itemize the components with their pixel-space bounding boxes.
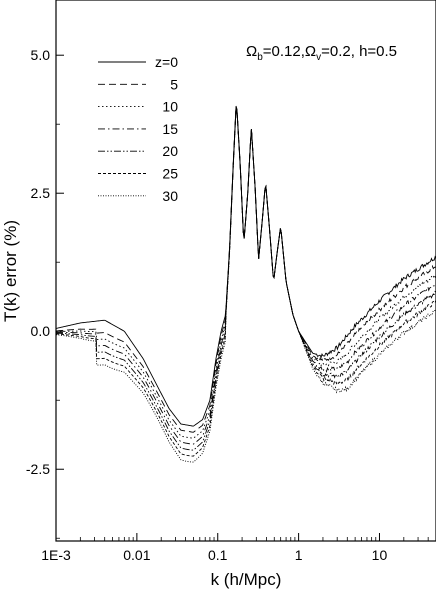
plot-frame [55, 0, 436, 542]
omega-v-symbol: Ω [305, 43, 316, 60]
x-tick-label: 1E-3 [41, 547, 71, 563]
legend-label: 10 [162, 99, 178, 115]
legend-label: 25 [162, 166, 178, 182]
legend: z=0 5 10 15 20 25 30 [98, 54, 178, 204]
x-tick-label: 10 [372, 547, 388, 563]
legend-label: 20 [162, 143, 178, 159]
series-line-2 [55, 106, 436, 439]
y-tick-label: -2.5 [26, 461, 50, 477]
series-line-5 [55, 107, 436, 457]
x-tick-label: 1 [295, 547, 303, 563]
series-line-0 [55, 105, 436, 427]
y-tick-label: 2.5 [31, 185, 51, 201]
series-line-6 [55, 108, 436, 463]
y-tick-label: 0.0 [31, 323, 51, 339]
omega-b-subscript: b [257, 52, 263, 63]
legend-label: 15 [162, 121, 178, 137]
series-line-1 [55, 106, 436, 433]
data-curves [55, 105, 436, 463]
omega-v-value: =0.2, h=0.5 [321, 43, 397, 60]
legend-label: z=0 [155, 54, 178, 70]
y-tick-label: 5.0 [31, 47, 51, 63]
omega-b-value: =0.12, [263, 43, 305, 60]
parameter-annotation: Ωb=0.12,Ωv=0.2, h=0.5 [246, 43, 397, 63]
legend-label: 30 [162, 188, 178, 204]
y-axis-ticks: -2.5 0.0 2.5 5.0 [26, 47, 64, 539]
series-line-4 [55, 107, 436, 451]
x-tick-label: 0.1 [208, 547, 228, 563]
omega-b-symbol: Ω [246, 43, 257, 60]
legend-label: 5 [170, 76, 178, 92]
x-axis-ticks: 1E-3 0.01 0.1 1 10 [41, 533, 436, 563]
x-tick-label: 0.01 [123, 547, 150, 563]
x-axis-label: k (h/Mpc) [211, 570, 282, 589]
series-line-3 [55, 107, 436, 445]
y-axis-label: T(k) error (%) [1, 220, 20, 322]
omega-v-subscript: v [316, 52, 321, 63]
